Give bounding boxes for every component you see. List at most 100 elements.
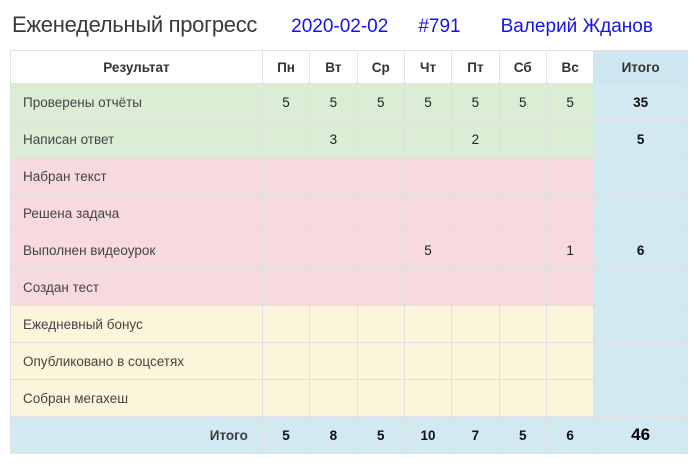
column-header-tue: Вт <box>309 50 358 84</box>
day-cell: 5 <box>403 83 453 121</box>
day-cell <box>545 342 595 380</box>
footer-day-total: 5 <box>261 416 311 454</box>
day-cell <box>498 157 547 195</box>
day-cell <box>403 305 453 343</box>
page-title: Еженедельный прогресс <box>12 12 258 37</box>
day-cell <box>261 379 311 417</box>
row-label: Написан ответ <box>10 120 263 158</box>
column-header-wed: Ср <box>356 50 405 84</box>
day-cell <box>261 157 311 195</box>
column-header-total: Итого <box>593 50 688 84</box>
table-footer-row: Итого 5 8 5 10 7 5 6 46 <box>10 416 688 454</box>
table-row: Создан тест <box>10 268 688 306</box>
day-cell <box>451 305 500 343</box>
row-total-cell <box>593 268 688 306</box>
day-cell <box>451 268 500 306</box>
day-cell <box>545 379 595 417</box>
day-cell <box>451 157 500 195</box>
day-cell <box>356 231 405 269</box>
table-row: Выполнен видеоурок 5 1 6 <box>10 231 688 269</box>
row-total-cell <box>593 157 688 195</box>
day-cell <box>498 305 547 343</box>
day-cell <box>403 379 453 417</box>
day-cell <box>403 194 453 232</box>
day-cell <box>356 194 405 232</box>
column-header-sun: Вс <box>545 50 595 84</box>
day-cell <box>498 194 547 232</box>
day-cell <box>261 231 311 269</box>
day-cell <box>545 120 595 158</box>
day-cell <box>309 379 358 417</box>
day-cell: 5 <box>498 83 547 121</box>
day-cell <box>498 342 547 380</box>
day-cell <box>545 194 595 232</box>
footer-day-total: 7 <box>451 416 500 454</box>
row-label: Выполнен видеоурок <box>10 231 263 269</box>
row-label: Создан тест <box>10 268 263 306</box>
day-cell <box>309 194 358 232</box>
day-cell <box>451 379 500 417</box>
day-cell <box>261 342 311 380</box>
row-total-cell: 6 <box>593 231 688 269</box>
report-user-name: Валерий Жданов <box>500 16 653 37</box>
day-cell <box>261 120 311 158</box>
day-cell: 5 <box>261 83 311 121</box>
day-cell: 3 <box>309 120 358 158</box>
column-header-thu: Чт <box>403 50 453 84</box>
footer-total-label: Итого <box>10 416 263 454</box>
report-date: 2020-02-02 <box>291 16 389 37</box>
table-row: Опубликовано в соцсетях <box>10 342 688 380</box>
day-cell <box>309 342 358 380</box>
day-cell <box>403 268 453 306</box>
day-cell <box>261 305 311 343</box>
row-total-cell <box>593 194 688 232</box>
footer-day-total: 5 <box>356 416 405 454</box>
day-cell <box>309 231 358 269</box>
day-cell <box>545 157 595 195</box>
day-cell: 5 <box>356 83 405 121</box>
day-cell <box>451 194 500 232</box>
day-cell <box>309 268 358 306</box>
column-header-fri: Пт <box>451 50 500 84</box>
day-cell: 5 <box>309 83 358 121</box>
day-cell <box>498 379 547 417</box>
day-cell <box>356 157 405 195</box>
day-cell <box>498 268 547 306</box>
footer-day-total: 6 <box>545 416 595 454</box>
table-row: Ежедневный бонус <box>10 305 688 343</box>
day-cell: 5 <box>403 231 453 269</box>
report-header: Еженедельный прогресс 2020-02-02 #791 Ва… <box>12 12 680 38</box>
day-cell <box>403 120 453 158</box>
table-row: Решена задача <box>10 194 688 232</box>
footer-day-total: 5 <box>498 416 547 454</box>
table-row: Написан ответ 3 2 5 <box>10 120 688 158</box>
table-row: Проверены отчёты 5 5 5 5 5 5 5 35 <box>10 83 688 121</box>
row-label: Решена задача <box>10 194 263 232</box>
progress-table: Результат Пн Вт Ср Чт Пт Сб Вс Итого Про… <box>10 50 688 454</box>
day-cell <box>451 342 500 380</box>
row-total-cell: 5 <box>593 120 688 158</box>
column-header-sat: Сб <box>498 50 547 84</box>
day-cell <box>356 305 405 343</box>
footer-day-total: 8 <box>309 416 358 454</box>
report-number: #791 <box>418 16 461 37</box>
footer-day-total: 10 <box>403 416 453 454</box>
day-cell <box>498 231 547 269</box>
table-row: Собран мегахеш <box>10 379 688 417</box>
day-cell <box>403 157 453 195</box>
day-cell <box>356 342 405 380</box>
grand-total-cell: 46 <box>593 416 688 454</box>
day-cell <box>356 379 405 417</box>
day-cell: 5 <box>545 83 595 121</box>
weekly-progress-report: Еженедельный прогресс 2020-02-02 #791 Ва… <box>10 12 688 454</box>
day-cell <box>261 268 311 306</box>
day-cell <box>545 268 595 306</box>
day-cell: 2 <box>451 120 500 158</box>
row-label: Ежедневный бонус <box>10 305 263 343</box>
row-label: Опубликовано в соцсетях <box>10 342 263 380</box>
column-header-mon: Пн <box>261 50 311 84</box>
day-cell <box>356 120 405 158</box>
day-cell <box>498 120 547 158</box>
row-total-cell <box>593 379 688 417</box>
day-cell <box>309 157 358 195</box>
